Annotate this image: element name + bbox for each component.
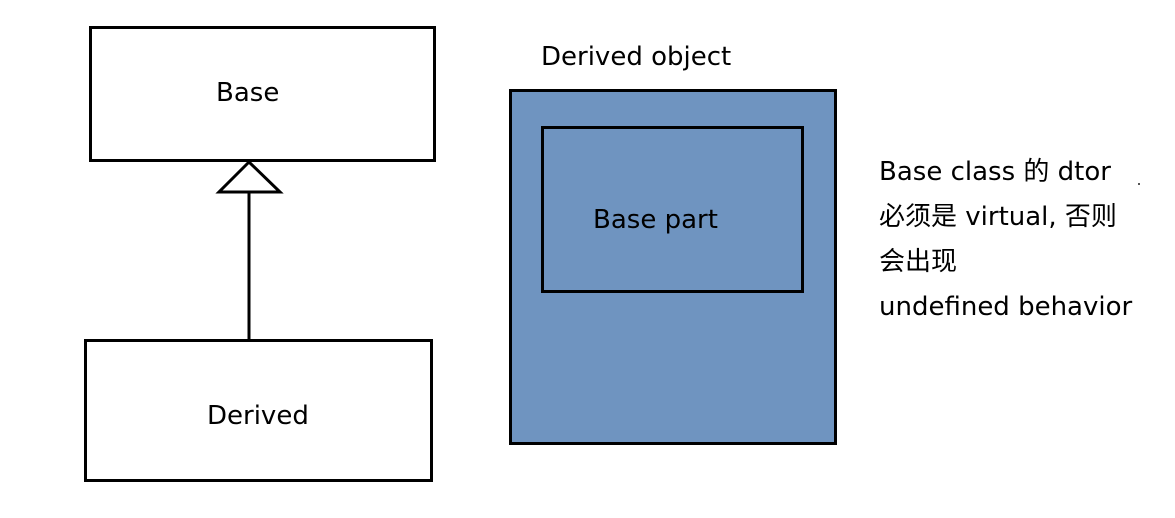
base-part-label: Base part — [593, 205, 718, 235]
base-class-label: Base — [216, 78, 280, 108]
note-line: 必须是 virtual, 否则 — [879, 202, 1117, 232]
stray-mark — [1138, 183, 1140, 185]
derived-object-title: Derived object — [541, 42, 732, 72]
inheritance-triangle-icon — [215, 159, 284, 194]
note-line: undefined behavior — [879, 292, 1133, 322]
base-part-box — [541, 126, 804, 293]
derived-class-box — [84, 339, 433, 482]
note-line: 会出现 — [879, 247, 958, 277]
derived-class-label: Derived — [207, 401, 309, 431]
base-class-box — [89, 26, 436, 162]
note-line: Base class 的 dtor — [879, 157, 1111, 187]
